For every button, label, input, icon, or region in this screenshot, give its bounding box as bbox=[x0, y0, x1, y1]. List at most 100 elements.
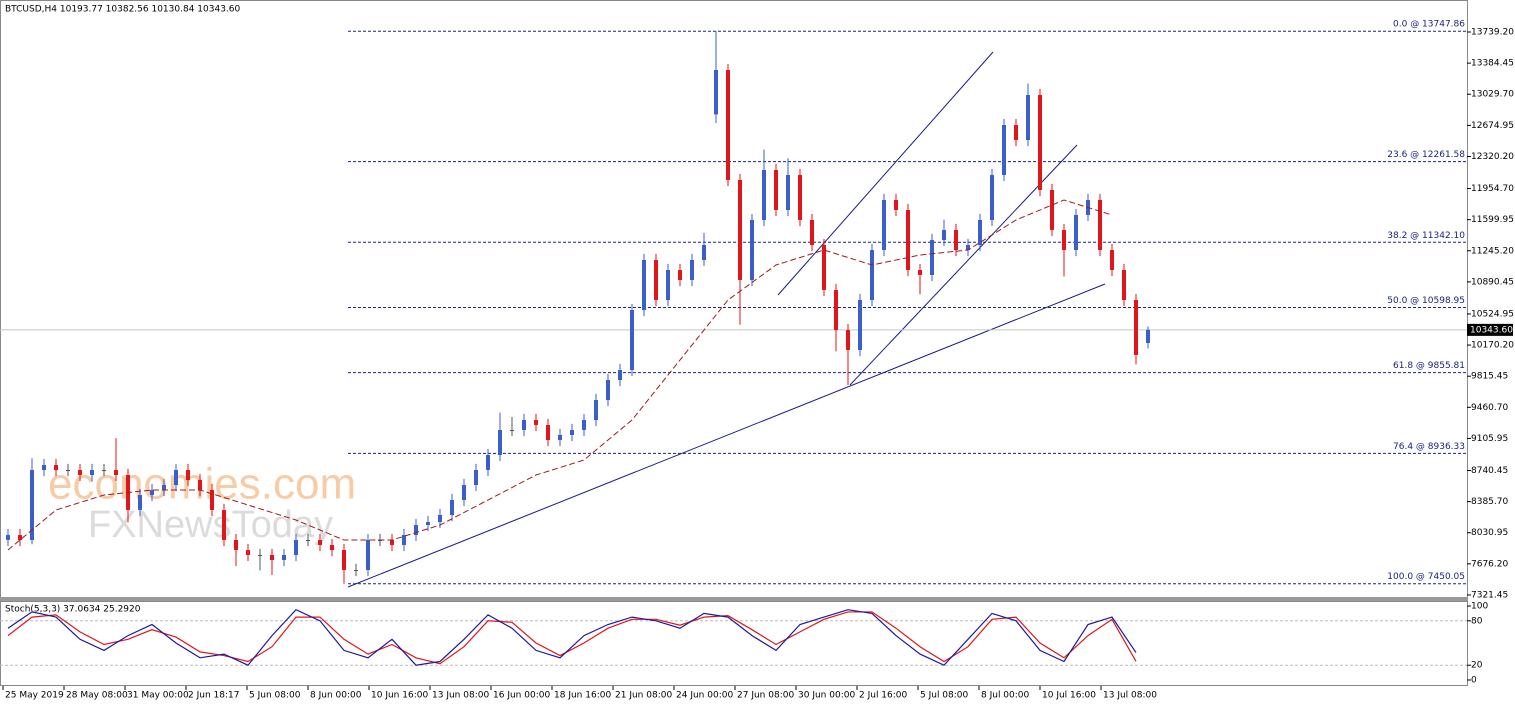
candle-body bbox=[438, 515, 442, 523]
stoch-label: Stoch(5,3,3) 37.0634 25.2920 bbox=[5, 605, 141, 615]
fib-label: 38.2 @ 11342.10 bbox=[1387, 231, 1465, 241]
candle-body bbox=[630, 310, 634, 371]
candle-body bbox=[498, 430, 502, 456]
candle-body bbox=[738, 180, 742, 281]
current-price-box bbox=[1467, 323, 1513, 336]
x-tick-label: 10 Jun 16:00 bbox=[371, 691, 428, 701]
candle-body bbox=[42, 465, 46, 471]
panel-divider bbox=[0, 597, 1468, 601]
candle-body bbox=[1002, 125, 1006, 176]
x-tick-label: 8 Jul 00:00 bbox=[981, 691, 1030, 701]
candle-body bbox=[78, 470, 82, 476]
y-tick-label: 9105.95 bbox=[1471, 434, 1508, 444]
y-tick-label: 9460.70 bbox=[1471, 403, 1508, 413]
y-tick-label: 13029.70 bbox=[1471, 90, 1514, 100]
candle-body bbox=[822, 245, 826, 291]
candle-body bbox=[414, 525, 418, 536]
candle-body bbox=[1122, 270, 1126, 301]
candle-body bbox=[90, 470, 94, 476]
candle-body bbox=[450, 500, 454, 516]
candle-body bbox=[618, 370, 622, 381]
y-tick-label: 10890.45 bbox=[1471, 277, 1514, 287]
candle-body bbox=[6, 535, 10, 540]
candle-body bbox=[570, 430, 574, 436]
y-tick-label: 12674.95 bbox=[1471, 121, 1514, 131]
y-tick-label: 13739.20 bbox=[1471, 28, 1514, 38]
candle-body bbox=[846, 330, 850, 351]
stoch-signal bbox=[7, 611, 1137, 665]
y-tick-label: 7321.45 bbox=[1471, 590, 1508, 600]
candle-body bbox=[1062, 230, 1066, 251]
x-tick-label: 31 May 00:00 bbox=[127, 691, 189, 701]
candle-body bbox=[858, 300, 862, 351]
x-tick-label: 2 Jul 16:00 bbox=[859, 691, 908, 701]
candle-body bbox=[210, 490, 214, 511]
stoch-tick-label: 0 bbox=[1471, 676, 1477, 686]
x-tick-label: 21 Jun 08:00 bbox=[615, 691, 672, 701]
candle-body bbox=[654, 260, 658, 301]
x-tick-label: 13 Jun 08:00 bbox=[432, 691, 489, 701]
candle-body bbox=[342, 550, 346, 571]
candle-body bbox=[942, 230, 946, 241]
candle-body bbox=[978, 220, 982, 246]
fib-label: 50.0 @ 10598.95 bbox=[1387, 296, 1465, 306]
y-tick-label: 10524.95 bbox=[1471, 309, 1514, 319]
candle-body bbox=[1146, 329, 1150, 344]
candle-body bbox=[1134, 300, 1138, 356]
candle-body bbox=[702, 245, 706, 261]
y-tick-label: 9815.45 bbox=[1471, 372, 1508, 382]
candle-body bbox=[954, 230, 958, 251]
stoch-tick-label: 100 bbox=[1471, 602, 1488, 612]
candle-body bbox=[966, 245, 970, 251]
candle-body bbox=[426, 522, 430, 526]
candle-body bbox=[234, 540, 238, 551]
y-tick-label: 10170.20 bbox=[1471, 341, 1514, 351]
candle-body bbox=[582, 420, 586, 431]
y-tick-label: 8385.70 bbox=[1471, 497, 1508, 507]
candle-body bbox=[294, 540, 298, 556]
candle-body bbox=[1050, 190, 1054, 231]
candle-body bbox=[222, 510, 226, 541]
candle-body bbox=[786, 175, 790, 211]
candle-body bbox=[834, 290, 838, 331]
x-tick-label: 2 Jun 18:17 bbox=[188, 691, 239, 701]
candle-body bbox=[318, 540, 322, 546]
candle-body bbox=[558, 435, 562, 441]
x-tick-label: 18 Jun 16:00 bbox=[554, 691, 611, 701]
candle-body bbox=[174, 470, 178, 486]
candle-body bbox=[678, 270, 682, 281]
candle-body bbox=[774, 170, 778, 211]
candle-body bbox=[666, 270, 670, 301]
candle-body bbox=[726, 70, 730, 181]
candle-body bbox=[714, 70, 718, 115]
candle-body bbox=[30, 470, 34, 541]
fib-label: 76.4 @ 8936.33 bbox=[1393, 442, 1465, 452]
stoch-main bbox=[7, 608, 1137, 666]
stoch-tick-label: 80 bbox=[1471, 616, 1483, 626]
y-tick-label: 11954.70 bbox=[1471, 184, 1514, 194]
candle-body bbox=[1014, 125, 1018, 141]
candle-body bbox=[18, 535, 22, 541]
y-tick-label: 8030.95 bbox=[1471, 528, 1508, 538]
x-tick-label: 10 Jul 16:00 bbox=[1042, 691, 1096, 701]
candle-body bbox=[690, 260, 694, 281]
candle-body bbox=[750, 220, 754, 281]
candle-body bbox=[270, 555, 274, 561]
candle-body bbox=[606, 380, 610, 401]
fib-label: 61.8 @ 9855.81 bbox=[1393, 361, 1465, 371]
x-tick-label: 5 Jul 08:00 bbox=[920, 691, 969, 701]
candle-body bbox=[870, 250, 874, 301]
y-tick-label: 11245.20 bbox=[1471, 246, 1514, 256]
candle-body bbox=[882, 200, 886, 251]
candle-body bbox=[366, 540, 370, 571]
candle-body bbox=[1110, 250, 1114, 271]
y-tick-label: 7676.20 bbox=[1471, 559, 1508, 569]
candle-body bbox=[510, 430, 514, 432]
y-tick-label: 8740.45 bbox=[1471, 466, 1508, 476]
x-tick-label: 25 May 2019 bbox=[5, 691, 64, 701]
candle-body bbox=[54, 465, 58, 471]
candle-body bbox=[1074, 215, 1078, 251]
candle-body bbox=[306, 540, 310, 542]
candle-body bbox=[258, 555, 262, 557]
